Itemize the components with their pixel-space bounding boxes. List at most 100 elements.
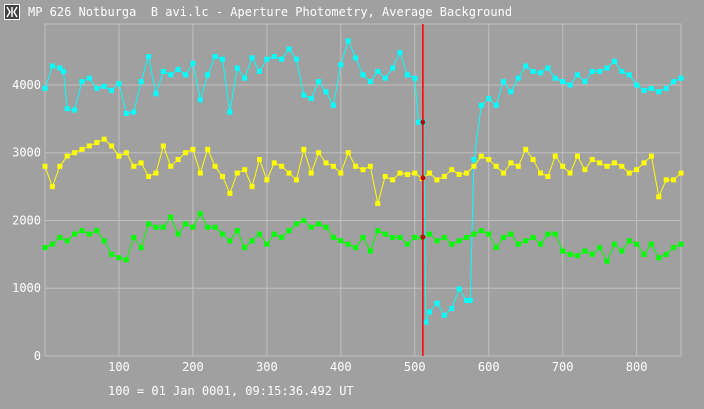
data-point <box>619 248 625 254</box>
data-point <box>301 92 307 98</box>
data-point <box>101 136 107 142</box>
data-point <box>663 85 669 91</box>
data-point <box>589 68 595 74</box>
data-point <box>138 79 144 85</box>
data-point <box>123 110 129 116</box>
data-point <box>656 89 662 95</box>
data-point <box>456 286 462 292</box>
y-tick-label: 0 <box>34 349 41 363</box>
data-point <box>190 60 196 66</box>
data-point <box>449 167 455 173</box>
data-point <box>316 221 322 227</box>
data-point <box>242 75 248 81</box>
data-point <box>423 319 429 325</box>
data-point <box>390 65 396 71</box>
data-point <box>567 251 573 257</box>
data-point <box>671 177 677 183</box>
x-tick-label: 800 <box>626 360 648 374</box>
data-point <box>205 224 211 230</box>
data-point <box>219 56 225 62</box>
data-point <box>412 170 418 176</box>
x-tick-label: 300 <box>256 360 278 374</box>
data-point <box>234 228 240 234</box>
data-point <box>574 253 580 259</box>
data-point <box>582 79 588 85</box>
data-point <box>493 102 499 108</box>
x-tick-label: 700 <box>552 360 574 374</box>
data-point <box>434 177 440 183</box>
data-point <box>441 173 447 179</box>
data-point <box>175 231 181 237</box>
data-point <box>663 251 669 257</box>
data-point <box>345 241 351 247</box>
data-point <box>478 228 484 234</box>
data-point <box>464 297 470 303</box>
cursor-marker <box>420 175 426 181</box>
data-point <box>131 109 137 115</box>
data-point <box>508 160 514 166</box>
data-point <box>183 150 189 156</box>
x-tick-label: 500 <box>404 360 426 374</box>
data-point <box>537 170 543 176</box>
data-point <box>72 231 78 237</box>
data-point <box>330 163 336 169</box>
window-title: MP 626 Notburga B avi.lc - Aperture Phot… <box>28 5 513 19</box>
cursor[interactable] <box>420 24 426 356</box>
data-point <box>264 177 270 183</box>
time-reference-label: 100 = 01 Jan 0001, 09:15:36.492 UT <box>108 384 354 398</box>
data-point <box>338 62 344 68</box>
data-point <box>330 234 336 240</box>
data-point <box>57 163 63 169</box>
data-point <box>604 65 610 71</box>
data-point <box>286 46 292 52</box>
data-point <box>42 163 48 169</box>
cursor-marker <box>420 119 426 125</box>
data-point <box>301 217 307 223</box>
data-point <box>264 241 270 247</box>
data-point <box>619 163 625 169</box>
data-point <box>293 221 299 227</box>
data-point <box>146 54 152 60</box>
data-point <box>264 56 270 62</box>
data-point <box>648 153 654 159</box>
data-point <box>286 170 292 176</box>
data-point <box>545 173 551 179</box>
data-point <box>678 75 684 81</box>
data-point <box>530 234 536 240</box>
data-point <box>367 79 373 85</box>
data-point <box>256 68 262 74</box>
data-point <box>427 309 433 315</box>
data-point <box>131 163 137 169</box>
data-point <box>234 65 240 71</box>
data-point <box>205 72 211 78</box>
data-point <box>375 68 381 74</box>
data-point <box>486 231 492 237</box>
data-point <box>338 170 344 176</box>
data-point <box>271 160 277 166</box>
data-point <box>471 157 477 163</box>
data-point <box>567 82 573 88</box>
data-point <box>656 194 662 200</box>
data-point <box>611 58 617 64</box>
data-point <box>219 173 225 179</box>
data-point <box>382 231 388 237</box>
app-icon[interactable] <box>4 4 20 20</box>
data-point <box>116 153 122 159</box>
data-point <box>42 85 48 91</box>
data-point <box>86 143 92 149</box>
data-point <box>190 224 196 230</box>
data-point <box>109 87 115 93</box>
data-point <box>293 177 299 183</box>
data-point <box>626 170 632 176</box>
data-point <box>242 245 248 251</box>
data-point <box>153 170 159 176</box>
data-point <box>279 163 285 169</box>
data-point <box>279 234 285 240</box>
data-point <box>123 257 129 263</box>
data-point <box>501 79 507 85</box>
data-point <box>471 163 477 169</box>
data-point <box>641 160 647 166</box>
data-point <box>234 170 240 176</box>
data-point <box>212 163 218 169</box>
